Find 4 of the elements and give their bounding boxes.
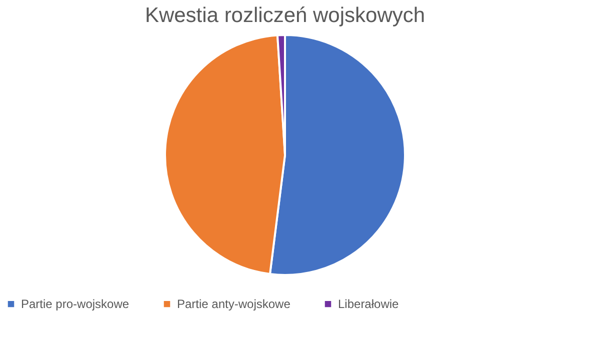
legend-label: Partie anty-wojskowe	[177, 297, 291, 312]
legend-label: Partie pro-wojskowe	[21, 297, 130, 312]
legend-label: Liberałowie	[338, 297, 400, 312]
chart-title: Kwestia rozliczeń wojskowych	[144, 4, 426, 27]
